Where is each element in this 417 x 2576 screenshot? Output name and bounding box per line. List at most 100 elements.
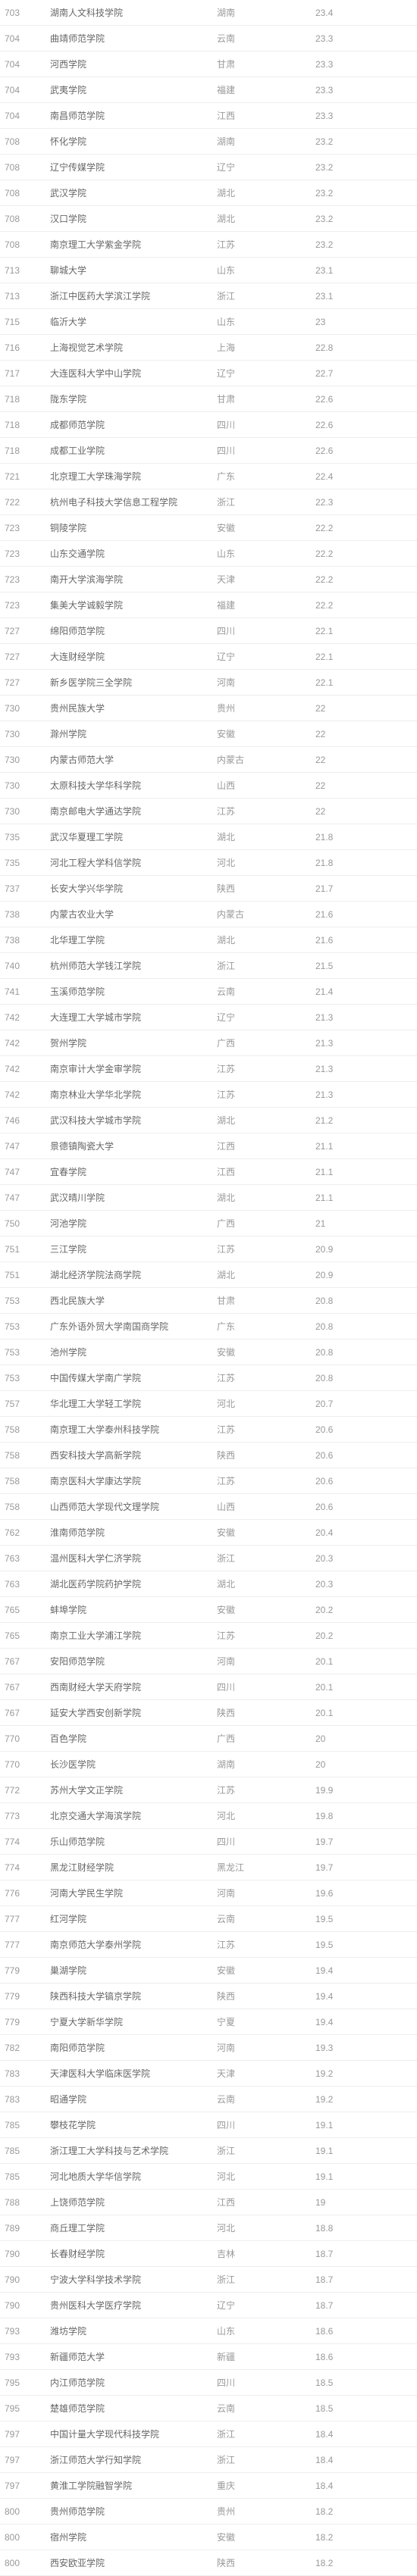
rank-cell: 704 [0,103,45,129]
province-cell: 湖南 [212,129,311,155]
table-row: 727大连财经学院辽宁22.1 [0,644,417,670]
table-row: 783昭通学院云南19.2 [0,2087,417,2112]
province-cell: 陕西 [212,2550,311,2576]
score-cell: 23.3 [311,52,417,77]
score-cell: 19.1 [311,2138,417,2164]
rank-cell: 730 [0,773,45,799]
rank-cell: 751 [0,1262,45,1288]
rank-cell: 800 [0,2524,45,2550]
province-cell: 广东 [212,1314,311,1340]
ranking-table: 703湖南人文科技学院湖南23.4704曲靖师范学院云南23.3704河西学院甘… [0,0,417,2576]
score-cell: 19.4 [311,1984,417,2009]
score-cell: 23.2 [311,129,417,155]
table-row: 793新疆师范大学新疆18.6 [0,2344,417,2370]
name-cell: 铜陵学院 [45,515,212,541]
rank-cell: 703 [0,0,45,26]
rank-cell: 800 [0,2550,45,2576]
rank-cell: 716 [0,335,45,361]
table-row: 753广东外语外贸大学南国商学院广东20.8 [0,1314,417,1340]
name-cell: 南京医科大学康达学院 [45,1468,212,1494]
table-row: 708汉口学院湖北23.2 [0,206,417,232]
score-cell: 18.2 [311,2524,417,2550]
province-cell: 河北 [212,850,311,876]
score-cell: 19.5 [311,1932,417,1958]
province-cell: 四川 [212,2112,311,2138]
province-cell: 云南 [212,1906,311,1932]
table-row: 753西北民族大学甘肃20.8 [0,1288,417,1314]
table-row: 716上海视觉艺术学院上海22.8 [0,335,417,361]
table-row: 772苏州大学文正学院江苏19.9 [0,1777,417,1803]
table-row: 797黄淮工学院融智学院重庆18.4 [0,2473,417,2499]
rank-cell: 735 [0,824,45,850]
table-row: 797浙江师范大学行知学院浙江18.4 [0,2447,417,2473]
name-cell: 大连理工大学城市学院 [45,1005,212,1030]
name-cell: 贵州师范学院 [45,2499,212,2524]
name-cell: 黑龙江财经学院 [45,1855,212,1880]
name-cell: 河北工程大学科信学院 [45,850,212,876]
province-cell: 内蒙古 [212,902,311,927]
score-cell: 18.4 [311,2473,417,2499]
province-cell: 湖北 [212,927,311,953]
rank-cell: 773 [0,1803,45,1829]
score-cell: 20 [311,1726,417,1752]
rank-cell: 785 [0,2138,45,2164]
province-cell: 福建 [212,77,311,103]
name-cell: 绵阳师范学院 [45,618,212,644]
score-cell: 21.1 [311,1133,417,1159]
score-cell: 23.1 [311,283,417,309]
table-row: 788上饶师范学院江西19 [0,2190,417,2215]
province-cell: 河北 [212,1803,311,1829]
province-cell: 新疆 [212,2344,311,2370]
rank-cell: 758 [0,1468,45,1494]
score-cell: 19.4 [311,2009,417,2035]
table-row: 758南京理工大学泰州科技学院江苏20.6 [0,1417,417,1443]
name-cell: 山西师范大学现代文理学院 [45,1494,212,1520]
province-cell: 四川 [212,1829,311,1855]
rank-cell: 777 [0,1932,45,1958]
score-cell: 22.8 [311,335,417,361]
province-cell: 浙江 [212,953,311,979]
province-cell: 江西 [212,1133,311,1159]
name-cell: 辽宁传媒学院 [45,155,212,180]
score-cell: 22.6 [311,438,417,464]
score-cell: 19.1 [311,2112,417,2138]
rank-cell: 790 [0,2241,45,2267]
rank-cell: 747 [0,1185,45,1211]
rank-cell: 797 [0,2473,45,2499]
name-cell: 宜春学院 [45,1159,212,1185]
rank-cell: 747 [0,1133,45,1159]
table-row: 762淮南师范学院安徽20.4 [0,1520,417,1546]
name-cell: 汉口学院 [45,206,212,232]
name-cell: 延安大学西安创新学院 [45,1700,212,1726]
table-body: 703湖南人文科技学院湖南23.4704曲靖师范学院云南23.3704河西学院甘… [0,0,417,2576]
rank-cell: 763 [0,1571,45,1597]
score-cell: 18.7 [311,2267,417,2293]
rank-cell: 715 [0,309,45,335]
rank-cell: 723 [0,567,45,592]
province-cell: 河南 [212,670,311,696]
name-cell: 华北理工大学轻工学院 [45,1391,212,1417]
score-cell: 21.1 [311,1185,417,1211]
table-row: 800贵州师范学院贵州18.2 [0,2499,417,2524]
province-cell: 陕西 [212,1443,311,1468]
name-cell: 淮南师范学院 [45,1520,212,1546]
name-cell: 湖北医药学院药护学院 [45,1571,212,1597]
rank-cell: 730 [0,799,45,824]
table-row: 779巢湖学院安徽19.4 [0,1958,417,1984]
province-cell: 四川 [212,438,311,464]
table-row: 730南京邮电大学通达学院江苏22 [0,799,417,824]
name-cell: 河南大学民生学院 [45,1880,212,1906]
rank-cell: 779 [0,2009,45,2035]
table-row: 765蚌埠学院安徽20.2 [0,1597,417,1623]
name-cell: 贵州医科大学医疗学院 [45,2293,212,2318]
score-cell: 21.8 [311,824,417,850]
name-cell: 武夷学院 [45,77,212,103]
name-cell: 陕西科技大学镐京学院 [45,1984,212,2009]
score-cell: 22 [311,721,417,747]
name-cell: 曲靖师范学院 [45,26,212,52]
table-row: 785浙江理工大学科技与艺术学院浙江19.1 [0,2138,417,2164]
name-cell: 宁夏大学新华学院 [45,2009,212,2035]
score-cell: 18.2 [311,2550,417,2576]
rank-cell: 763 [0,1546,45,1571]
name-cell: 安阳师范学院 [45,1649,212,1674]
